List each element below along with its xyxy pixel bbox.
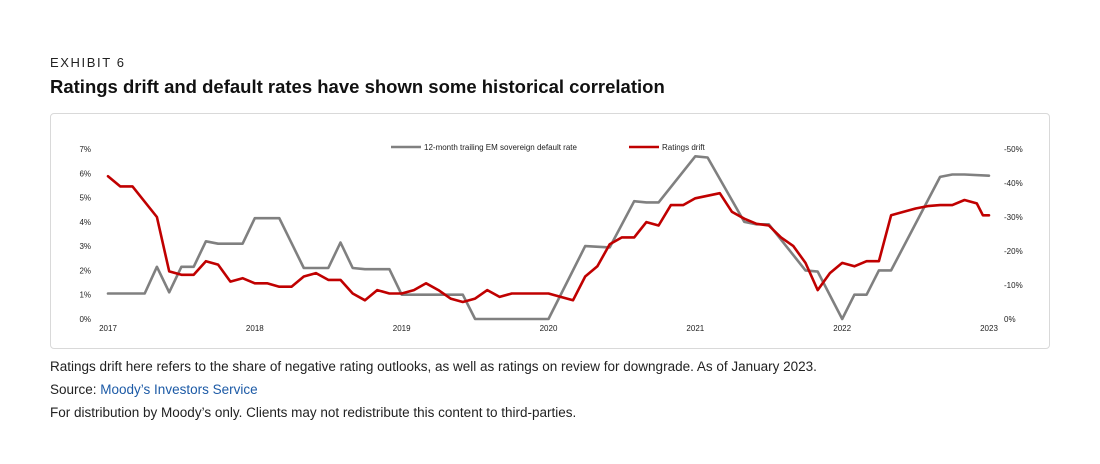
y-left-tick-label: 6% [79,169,91,178]
x-tick-label: 2022 [833,324,851,333]
exhibit-label: EXHIBIT 6 [50,55,126,70]
x-tick-label: 2017 [99,324,117,333]
x-tick-label: 2018 [246,324,264,333]
footnote: Ratings drift here refers to the share o… [50,359,817,374]
y-right-tick-label: -30% [1004,213,1023,222]
x-tick-label: 2021 [686,324,704,333]
y-left-tick-label: 7% [79,145,91,154]
source-line: Source: Moody’s Investors Service [50,382,258,397]
source-label: Source: [50,382,101,397]
y-right-tick-label: -10% [1004,281,1023,290]
y-right-tick-label: -20% [1004,247,1023,256]
distribution-notice: For distribution by Moody’s only. Client… [50,405,577,420]
y-left-tick-label: 5% [79,194,91,203]
y-right-tick-label: 0% [1004,315,1016,324]
chart-panel: 0% 1% 2% 3% 4% 5% 6% 7% 0% -10% -20% -30% -40% -50% 20… [50,113,1050,349]
legend-label: 12-month trailing EM sovereign default r… [424,143,578,152]
y-right-tick-label: -50% [1004,145,1023,154]
source-link[interactable]: Moody’s Investors Service [100,382,258,397]
y-left-tick-label: 1% [79,291,91,300]
y-right-tick-label: -40% [1004,179,1023,188]
y-left-tick-label: 4% [79,218,91,227]
x-tick-label: 2023 [980,324,998,333]
default-rate-series-line [106,154,991,321]
y-left-tick-label: 0% [79,315,91,324]
y-left-tick-label: 2% [79,266,91,275]
x-tick-label: 2020 [540,324,558,333]
y-left-tick-label: 3% [79,242,91,251]
ratings-drift-series-line [106,174,991,304]
chart-title: Ratings drift and default rates have sho… [50,76,665,97]
x-tick-label: 2019 [393,324,411,333]
line-chart: 0% 1% 2% 3% 4% 5% 6% 7% 0% -10% -20% -30% -40% -50% 20… [79,143,1023,333]
legend-label: Ratings drift [662,143,705,152]
